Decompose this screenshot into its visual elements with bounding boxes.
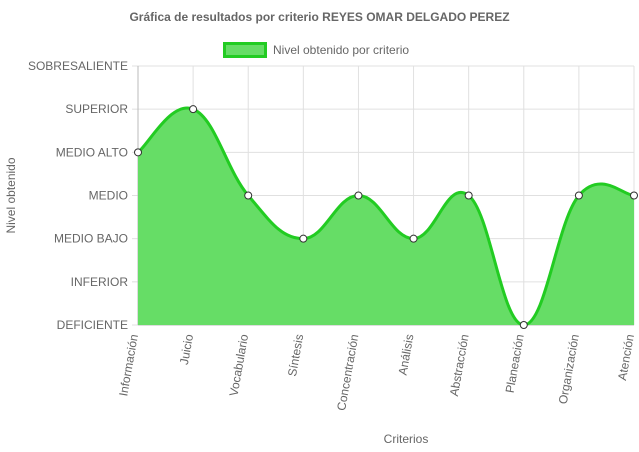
x-axis-title: Criterios	[384, 432, 429, 446]
data-point	[134, 148, 142, 157]
y-tick-label: SUPERIOR	[65, 102, 128, 116]
y-tick-label: DEFICIENTE	[57, 318, 128, 332]
y-tick-label: INFERIOR	[71, 275, 129, 289]
legend-swatch	[223, 42, 267, 58]
x-tick-label: Abstracción	[447, 333, 472, 397]
x-tick-label: Información	[116, 333, 141, 397]
x-tick-label: Atención	[615, 333, 637, 381]
legend[interactable]: Nivel obtenido por criterio	[223, 42, 409, 58]
y-tick-label: MEDIO BAJO	[54, 232, 128, 246]
y-axis-title: Nivel obtenido	[4, 157, 18, 233]
x-tick-label: Concentración	[334, 333, 361, 412]
x-tick-label: Planeación	[503, 333, 527, 394]
x-tick-label: Vocabulario	[226, 333, 251, 398]
data-point	[630, 191, 638, 200]
data-point	[189, 105, 198, 114]
data-point	[244, 191, 253, 200]
x-tick-label: Juicio	[177, 333, 196, 366]
y-tick-label: MEDIO	[89, 189, 128, 203]
data-point	[574, 191, 583, 200]
x-tick-label: Análisis	[396, 333, 417, 376]
y-tick-label: SOBRESALIENTE	[28, 59, 128, 73]
data-point	[464, 191, 473, 200]
data-point	[409, 234, 418, 243]
data-point	[519, 321, 528, 329]
y-tick-label: MEDIO ALTO	[56, 145, 128, 159]
legend-label: Nivel obtenido por criterio	[273, 43, 410, 57]
series-area	[138, 108, 634, 325]
data-point	[299, 234, 308, 243]
series-line	[136, 106, 635, 327]
chart-title: Gráfica de resultados por criterio REYES…	[129, 10, 510, 24]
data-point	[354, 191, 363, 200]
x-tick-label: Síntesis	[285, 333, 306, 377]
x-tick-label: Organización	[556, 333, 582, 405]
